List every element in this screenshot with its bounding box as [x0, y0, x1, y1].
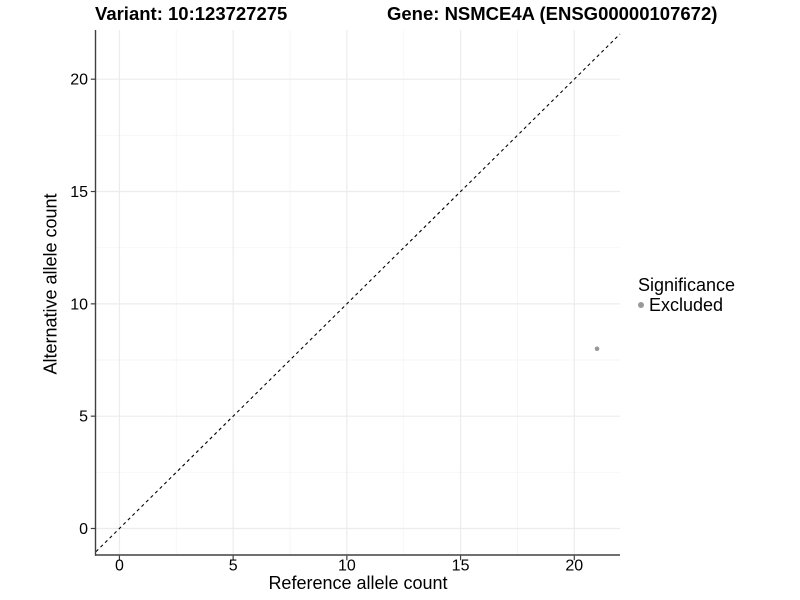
legend-title: Significance — [638, 275, 736, 295]
y-tick-label: 10 — [70, 296, 88, 313]
plot-title-variant: Variant: 10:123727275 — [95, 3, 288, 24]
x-tick-label: 10 — [338, 558, 356, 575]
identity-line-group — [95, 33, 621, 553]
legend-item-label: Excluded — [649, 295, 724, 315]
legend-key-dot — [638, 302, 644, 308]
gridlines-minor — [96, 30, 620, 555]
data-point — [594, 346, 600, 352]
tick-labels-group: 0 5 10 15 20 0 5 10 15 20 — [70, 72, 583, 575]
axes-group — [90, 30, 620, 561]
x-axis-title: Reference allele count — [268, 573, 448, 593]
data-points-group — [594, 346, 600, 352]
y-tick-label: 0 — [79, 521, 88, 538]
identity-line — [95, 33, 621, 553]
x-tick-label: 15 — [452, 558, 470, 575]
legend: Significance Excluded — [638, 275, 735, 315]
gridlines-major — [96, 30, 620, 555]
legend-item-excluded: Excluded — [638, 295, 735, 315]
y-tick-label: 5 — [79, 409, 88, 426]
y-tick-label: 20 — [70, 72, 88, 89]
x-tick-label: 5 — [229, 558, 238, 575]
y-tick-label: 15 — [70, 184, 88, 201]
y-axis-title: Alternative allele count — [40, 193, 61, 375]
plot-title-gene: Gene: NSMCE4A (ENSG00000107672) — [387, 3, 718, 24]
x-tick-label: 20 — [565, 558, 583, 575]
x-tick-label: 0 — [115, 558, 124, 575]
